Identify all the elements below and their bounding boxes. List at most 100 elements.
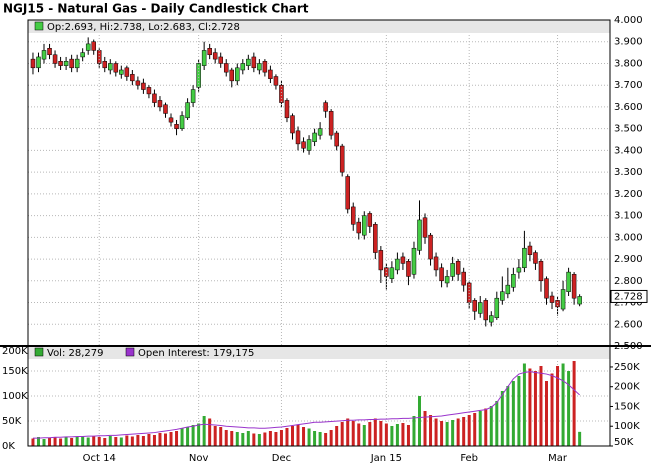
volume-bar [429, 415, 433, 446]
candle-body [268, 69, 273, 79]
volume-bar [191, 425, 195, 446]
candle-body [577, 296, 582, 305]
volume-bar [440, 421, 444, 446]
candle-body [58, 61, 63, 66]
volume-bar [445, 422, 449, 446]
volume-bar [379, 421, 383, 446]
volume-bar [500, 391, 504, 446]
candle-body [450, 263, 455, 277]
candle-body [489, 315, 494, 323]
volume-bar [257, 434, 261, 446]
volume-bar [36, 437, 40, 446]
candle-body [102, 61, 108, 69]
candle-body [240, 63, 246, 71]
candle-body [146, 87, 152, 95]
candle-body [163, 104, 168, 114]
candle-body [433, 256, 439, 271]
candle-body [505, 284, 511, 295]
candle-body [400, 256, 406, 264]
volume-bar [279, 430, 283, 446]
y-tick-label: 3.200 [614, 189, 643, 200]
candle-body [130, 74, 135, 82]
candle-body [218, 56, 223, 64]
volume-bar [59, 438, 63, 446]
candle-body [494, 297, 500, 318]
candle-body [389, 267, 395, 279]
candle-body [461, 271, 466, 286]
candle-body [334, 132, 339, 147]
volume-bar [70, 438, 74, 446]
candle-body [339, 145, 345, 173]
volume-bar [147, 434, 151, 446]
volume-bar [412, 416, 416, 446]
volume-bar [180, 428, 184, 446]
candle-body [395, 258, 400, 271]
volume-bar [158, 433, 162, 446]
volume-bar [368, 422, 372, 446]
candle-body [174, 124, 179, 129]
candle-body [290, 115, 295, 134]
y-tick-label: 3.000 [614, 232, 643, 243]
legend-swatch [125, 347, 135, 357]
candle-body [455, 260, 461, 275]
candle-body [356, 221, 362, 234]
volume-bar [313, 431, 317, 446]
candle-body [235, 67, 240, 82]
volume-bar [114, 437, 118, 446]
volume-bar [92, 436, 96, 446]
candle-body [406, 260, 411, 277]
volume-bar [202, 416, 206, 446]
volume-bar [141, 436, 145, 446]
candle-body [527, 245, 533, 255]
volume-bar [506, 386, 510, 446]
candle-body [362, 215, 367, 236]
candle-body [36, 56, 41, 69]
candle-body [428, 234, 433, 260]
candle-body [538, 260, 544, 282]
candle-body [124, 67, 130, 77]
y-tick-label: 3.300 [614, 167, 643, 178]
volume-bar [152, 435, 156, 446]
candle-body [477, 302, 483, 314]
volume-bar [81, 436, 85, 446]
volume-bar [406, 425, 410, 446]
volume-bar [136, 435, 140, 446]
volume-bar [544, 381, 548, 446]
candle-body [30, 58, 36, 69]
volume-bar [307, 428, 311, 446]
volume-bar [169, 432, 173, 446]
candle-body [246, 58, 251, 66]
volume-bar [329, 430, 333, 446]
candle-body [223, 63, 229, 73]
y-tick-label: 2.900 [614, 254, 643, 265]
volume-bar [511, 381, 515, 446]
volume-legend-band [28, 346, 610, 359]
y-tick-label: 3.900 [614, 37, 643, 48]
candle-body [201, 50, 207, 66]
y-tick-label: 150K [2, 366, 28, 377]
y-tick-label: 3.400 [614, 145, 643, 156]
y-tick-label: 200K [2, 346, 28, 357]
candle-body [284, 100, 290, 119]
last-price-label: 2.728 [614, 291, 643, 302]
y-tick-label: 3.600 [614, 102, 643, 113]
candle-body [273, 76, 279, 86]
candle-body [196, 63, 201, 88]
volume-legend: Vol: 28,279 [47, 348, 104, 359]
volume-bar [163, 433, 167, 446]
volume-bar [103, 438, 107, 446]
candle-body [63, 61, 69, 66]
candle-body [152, 93, 157, 103]
candle-body [279, 84, 284, 103]
volume-bar [125, 435, 129, 446]
candle-body [328, 111, 334, 136]
volume-bar [362, 425, 366, 446]
y2-tick-label: 200K [614, 382, 640, 393]
candle-body [549, 295, 555, 303]
volume-bar [456, 418, 460, 446]
candle-body [185, 102, 190, 119]
volume-bar [296, 425, 300, 446]
y2-tick-label: 50K [614, 437, 634, 448]
candle-body [41, 50, 47, 60]
